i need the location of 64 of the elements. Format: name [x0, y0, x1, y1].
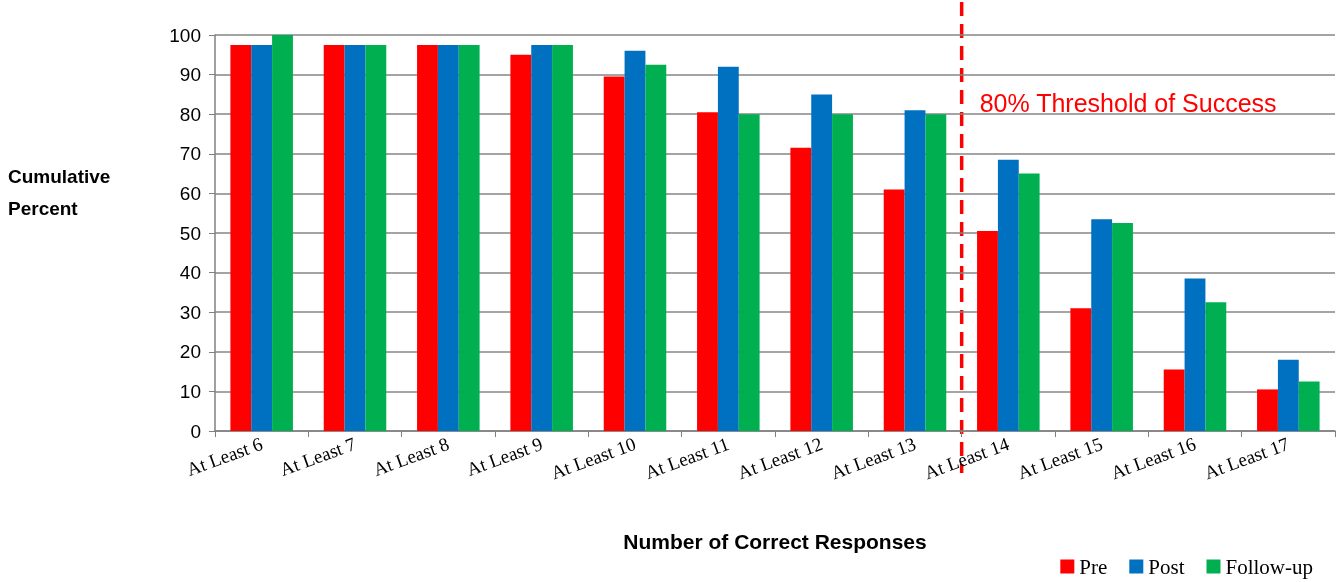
bar	[365, 44, 387, 431]
x-tick-label: At Least 10	[548, 433, 639, 484]
x-tick-label: At Least 12	[734, 433, 826, 484]
x-tick-label: At Least 16	[1108, 433, 1199, 484]
legend-label: Post	[1148, 554, 1185, 579]
ref-line-label: 80% Threshold of Success	[979, 88, 1277, 117]
bar	[925, 114, 947, 431]
bar	[1298, 381, 1320, 431]
bar	[1091, 219, 1113, 431]
x-tick-label: At Least 14	[921, 432, 1013, 484]
bar	[790, 147, 812, 431]
bar	[883, 189, 905, 431]
x-tick-label: At Least 13	[828, 433, 919, 484]
bar	[904, 110, 926, 431]
bar	[437, 44, 459, 431]
bar	[1277, 359, 1299, 431]
y-tick-label: 100	[169, 24, 201, 46]
x-tick-label: At Least 15	[1014, 433, 1106, 484]
bar	[1257, 389, 1278, 431]
bar	[510, 54, 532, 431]
y-tick-label: 40	[179, 262, 201, 284]
y-tick-label: 60	[179, 182, 201, 204]
bar	[552, 44, 573, 431]
bar	[1205, 302, 1227, 431]
y-tick-label: 90	[179, 64, 201, 86]
y-tick-label: 50	[179, 222, 201, 244]
bar	[1070, 308, 1092, 431]
bar	[417, 44, 438, 431]
bar	[811, 94, 833, 431]
bar	[832, 114, 853, 431]
legend-label: Follow-up	[1225, 554, 1314, 579]
bar	[1112, 223, 1133, 431]
legend-label: Pre	[1079, 554, 1108, 579]
y-tick-label: 30	[179, 301, 201, 323]
bar	[323, 44, 345, 431]
bar	[1163, 369, 1185, 431]
x-tick-label: At Least 7	[277, 433, 359, 480]
bar	[645, 64, 667, 431]
x-tick-label: At Least 11	[642, 433, 732, 483]
bar	[977, 231, 998, 431]
bar	[531, 44, 553, 431]
y-tick-label: 20	[179, 341, 201, 363]
y-tick-label: 0	[190, 420, 201, 442]
bar	[344, 44, 366, 431]
bar	[1018, 173, 1040, 431]
y-axis-title: Cumulative Percent	[8, 165, 116, 219]
bar	[738, 114, 760, 431]
bar	[1184, 278, 1206, 431]
x-axis-title: Number of Correct Responses	[623, 530, 927, 553]
bar	[603, 76, 625, 431]
bar	[717, 66, 739, 431]
bar	[997, 159, 1019, 431]
y-tick-label: 70	[179, 143, 201, 165]
bar	[251, 44, 273, 431]
x-tick-label: At Least 17	[1201, 433, 1292, 484]
y-tick-label: 80	[179, 103, 201, 125]
y-tick-label: 10	[179, 380, 201, 402]
bar	[230, 44, 252, 431]
bar	[624, 50, 646, 431]
x-tick-label: At Least 8	[370, 433, 452, 480]
bar	[458, 44, 480, 431]
bar	[697, 112, 718, 431]
x-tick-label: At Least 9	[463, 433, 546, 480]
bar	[272, 35, 293, 431]
